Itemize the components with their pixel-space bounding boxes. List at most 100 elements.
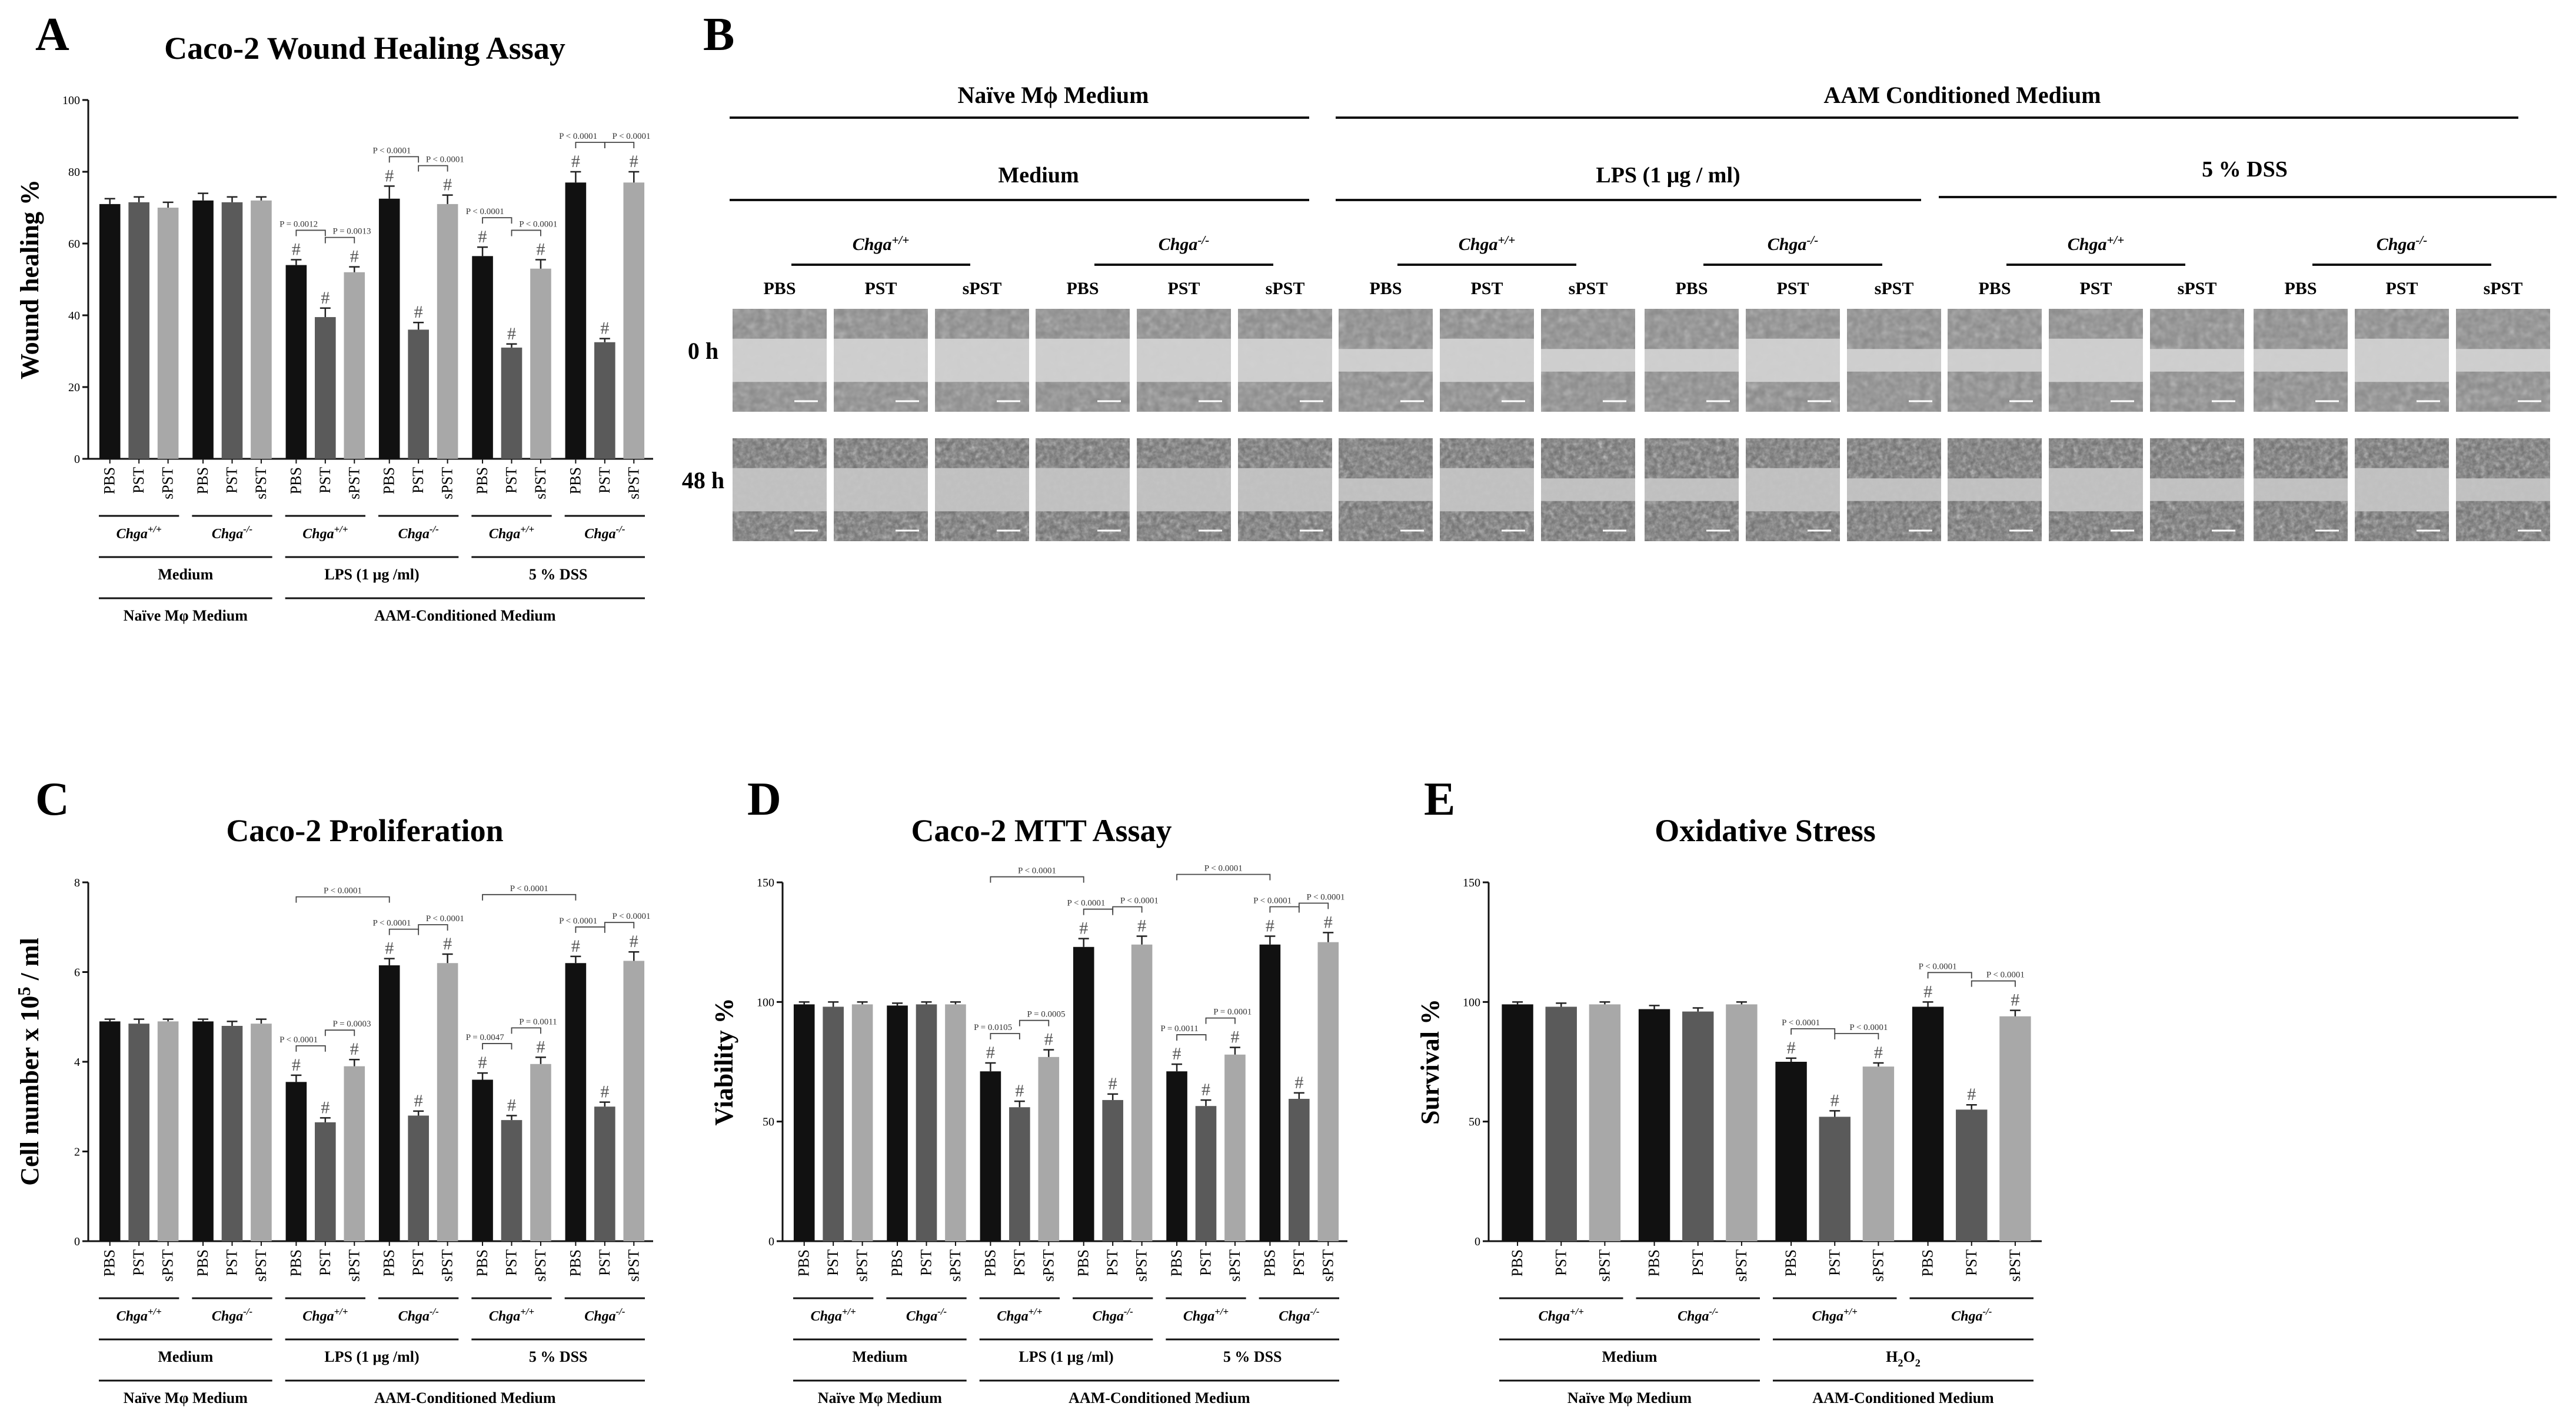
panel-b-genotype-1: Chga-/- — [1159, 233, 1210, 254]
comparison-bracket — [295, 1045, 326, 1052]
genotype-label: Chga+/+ — [997, 1306, 1042, 1324]
micrograph-1-0-0 — [733, 438, 827, 541]
bar-3 — [192, 1021, 214, 1241]
bar-2 — [1589, 1004, 1621, 1241]
x-tick-label: PBS — [1919, 1249, 1936, 1276]
bar-5 — [945, 1004, 966, 1241]
bar-16 — [594, 342, 615, 459]
panel-b-col-label: PST — [1167, 279, 1200, 298]
chart-title: Oxidative Stress — [1655, 813, 1876, 848]
y-axis-label: Survival % — [1416, 999, 1445, 1125]
micrograph-1-0-2 — [935, 438, 1029, 541]
panel-b-image-grid: Chga+/+ PBS PST sPST Chga-/- PBS PST sPST Chga+/… — [682, 233, 2550, 541]
bar-9 — [378, 198, 400, 459]
y-tick-label: 4 — [74, 1056, 80, 1069]
x-tick-label: sPST — [532, 467, 549, 499]
x-tick-label: PST — [1104, 1249, 1121, 1276]
significance-hash: # — [1324, 912, 1333, 932]
x-tick-label: PST — [1689, 1249, 1706, 1276]
bar-11 — [437, 963, 458, 1241]
chart-title: Caco-2 MTT Assay — [911, 813, 1171, 848]
treatment-label: LPS (1 μg /ml) — [324, 1348, 419, 1365]
bar-13 — [1195, 1106, 1217, 1241]
panel-b-col-label: sPST — [1266, 279, 1305, 298]
medium-label: AAM-Conditioned Medium — [374, 1389, 556, 1406]
p-value-label: P < 0.0001 — [1120, 896, 1159, 906]
bar-17 — [623, 182, 645, 459]
significance-hash: # — [292, 1055, 301, 1075]
significance-hash: # — [321, 1098, 330, 1117]
x-tick-label: PST — [1197, 1249, 1214, 1276]
significance-hash: # — [292, 239, 301, 259]
significance-hash: # — [1109, 1074, 1117, 1094]
bar-6 — [1775, 1062, 1807, 1241]
x-tick-label: PST — [224, 467, 241, 494]
panel-b-col-label: PST — [1470, 279, 1503, 298]
bar-10 — [408, 329, 429, 459]
x-tick-label: sPST — [1319, 1249, 1336, 1282]
significance-hash: # — [507, 1096, 516, 1115]
bar-14 — [530, 268, 551, 459]
bar-6 — [285, 265, 307, 459]
genotype-label: Chga+/+ — [302, 524, 348, 542]
x-tick-label: PST — [824, 1249, 841, 1276]
x-tick-label: sPST — [252, 1249, 269, 1282]
comparison-bracket — [388, 928, 420, 935]
bar-4 — [221, 1026, 243, 1241]
y-tick-label: 50 — [763, 1116, 774, 1129]
x-tick-label: sPST — [1226, 1249, 1243, 1282]
bar-15 — [565, 963, 587, 1241]
p-value-label: P = 0.0005 — [1027, 1010, 1066, 1019]
bar-12 — [472, 256, 493, 459]
significance-hash: # — [1015, 1081, 1024, 1101]
comparison-bracket — [482, 894, 577, 901]
y-tick-label: 50 — [1469, 1116, 1480, 1129]
comparison-bracket — [1927, 972, 1972, 979]
genotype-label: Chga-/- — [584, 524, 625, 542]
bar-17 — [1317, 942, 1339, 1241]
genotype-label: Chga+/+ — [1812, 1306, 1858, 1324]
treatment-label: LPS (1 μg /ml) — [324, 566, 419, 583]
bar-12 — [1166, 1071, 1187, 1241]
bar-14 — [1224, 1054, 1246, 1241]
medium-label: Naïve Mφ Medium — [818, 1389, 943, 1406]
medium-label: Naïve Mφ Medium — [124, 1389, 248, 1406]
bar-8 — [1862, 1066, 1895, 1241]
x-tick-label: PST — [410, 1249, 427, 1276]
bar-9 — [378, 965, 400, 1241]
comparison-bracket — [1269, 906, 1300, 913]
comparison-bracket — [604, 142, 635, 148]
y-tick-label: 150 — [1463, 876, 1480, 889]
micrograph-1-1-2 — [1238, 438, 1332, 541]
x-tick-label: PBS — [101, 467, 118, 494]
micrograph-1-5-2 — [2456, 438, 2550, 541]
significance-hash: # — [1874, 1043, 1883, 1062]
genotype-label: Chga+/+ — [811, 1306, 856, 1324]
panel-b-col-label: sPST — [2178, 279, 2217, 298]
p-value-label: P = 0.0011 — [519, 1017, 557, 1026]
significance-hash: # — [478, 227, 487, 246]
x-tick-label: PST — [503, 1249, 520, 1276]
x-tick-label: sPST — [439, 467, 456, 499]
bar-4 — [221, 202, 243, 459]
bar-5 — [251, 200, 272, 459]
x-tick-label: PBS — [194, 467, 211, 494]
significance-hash: # — [443, 934, 452, 954]
significance-hash: # — [1202, 1080, 1210, 1099]
p-value-label: P = 0.0012 — [279, 219, 318, 229]
y-axis-label: Cell number x 105 / ml — [14, 938, 44, 1186]
genotype-label: Chga+/+ — [489, 1306, 534, 1324]
genotype-label: Chga+/+ — [1183, 1306, 1229, 1324]
x-tick-label: sPST — [159, 467, 177, 499]
micrograph-1-4-2 — [2150, 438, 2244, 541]
bar-7 — [1819, 1116, 1851, 1241]
micrograph-1-5-1 — [2355, 438, 2449, 541]
x-tick-label: PBS — [474, 467, 491, 494]
p-value-label: P = 0.0003 — [333, 1019, 371, 1029]
p-value-label: P < 0.0001 — [1067, 899, 1105, 908]
micrograph-0-3-1 — [1746, 309, 1840, 412]
x-tick-label: PBS — [796, 1249, 813, 1276]
significance-hash: # — [1967, 1085, 1976, 1104]
panel-b-col-label: PST — [1776, 279, 1809, 298]
panel-b-col-label: sPST — [1875, 279, 1914, 298]
